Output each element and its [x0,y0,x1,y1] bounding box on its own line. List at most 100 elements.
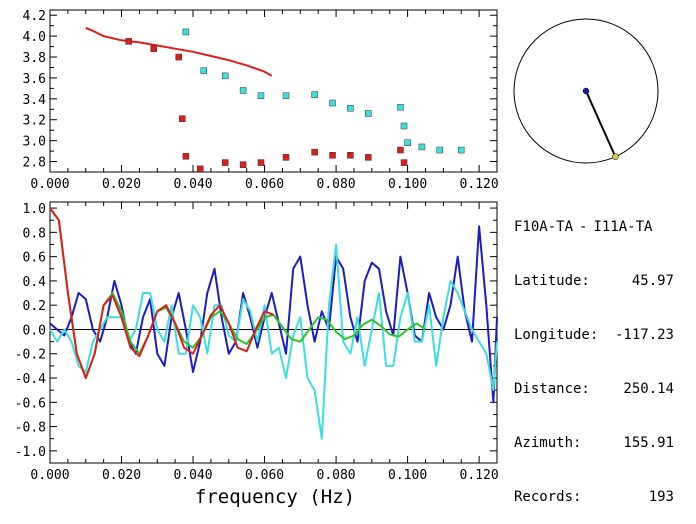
info-label: Distance: [514,381,590,397]
info-row-azimuth: Azimuth: 155.91 [514,434,674,452]
data-point [311,148,318,156]
series-line [49,207,427,379]
data-point [182,28,190,36]
y-tick-label: 2.8 [23,156,46,171]
data-point [365,110,372,117]
azimuth-needle [585,90,617,158]
data-point [239,161,247,168]
dial-tip-dot [612,153,619,160]
data-point [329,152,336,159]
correlation-panel: 0.000 0.020 0.040 0.060 0.080 0.100 0.120 1.0 0.… [15,201,499,483]
info-row-longitude: Longitude: -117.23 [514,326,674,344]
x-tick-label: 0.120 [460,177,499,192]
x-tick-label: 0.060 [245,468,284,483]
info-label: Latitude: [514,273,590,289]
data-point [179,115,186,122]
data-point [457,146,465,154]
data-point [221,72,229,80]
info-value: 193 [648,489,674,505]
y-tick-label: 3.4 [23,93,47,108]
x-tick-label: 0.060 [245,177,284,192]
x-tick-label: 0.080 [317,177,356,192]
series-line [49,243,498,440]
station-a: F10A-TA [514,219,574,235]
x-tick-label: 0.040 [173,177,212,192]
dial-circle [513,18,659,164]
data-point [365,154,372,161]
data-point [347,104,354,112]
info-row-latitude: Latitude: 45.97 [514,272,674,290]
data-point [239,87,247,94]
x-tick-label: 0.080 [317,468,356,483]
y-tick-label: 0.4 [23,275,47,290]
x-tick-label: 0.000 [30,468,69,483]
info-row-records: Records: 193 [514,488,674,506]
x-tick-label: 0.000 [30,177,69,192]
station-pair-title: F10A-TA - I11A-TA [514,218,674,236]
data-point [347,152,354,159]
station-b: I11A-TA [593,219,653,235]
azimuth-dial [513,18,659,164]
info-label: Records: [514,489,582,505]
x-axis-label: frequency (Hz) [195,486,355,508]
station-info-panel: F10A-TA - I11A-TA Latitude: 45.97 Longitu… [514,182,674,524]
x-tick-label: 0.020 [102,468,141,483]
x-tick-label: 0.020 [102,177,141,192]
data-point [257,159,265,166]
data-point [397,103,404,111]
data-point [175,53,182,61]
data-point [182,153,190,160]
y-tick-label: -0.6 [15,396,46,411]
data-point [404,139,411,146]
pair-separator: - [579,219,588,235]
dial-center-dot [582,87,590,95]
data-point [282,154,290,161]
data-point [257,92,265,99]
y-tick-label: 3.0 [23,135,46,150]
plot-frame [49,201,498,464]
y-tick-label: 0.8 [23,226,46,241]
x-tick-label: 0.120 [460,468,499,483]
info-label: Longitude: [514,327,599,343]
y-tick-label: -0.8 [15,421,46,436]
x-tick-label: 0.100 [388,468,427,483]
info-value: 45.97 [631,273,674,289]
y-tick-label: 0.2 [23,299,46,314]
data-point [221,159,229,166]
y-tick-label: 4.0 [23,30,46,45]
data-point [282,92,290,99]
y-tick-label: 3.2 [23,114,46,129]
y-tick-label: -0.2 [15,348,46,363]
y-tick-label: 0.6 [23,251,46,266]
series-line [49,207,274,379]
info-value: 155.91 [623,435,674,451]
x-tick-label: 0.040 [173,468,212,483]
data-point [436,146,444,154]
data-point [397,146,404,154]
x-tick-label: 0.100 [388,177,427,192]
data-point [400,122,408,130]
data-point [418,143,426,151]
y-tick-label: -1.0 [15,445,46,460]
y-tick-label: 4.2 [23,9,46,24]
y-tick-label: -0.4 [15,372,46,387]
info-row-distance: Distance: 250.14 [514,380,674,398]
y-tick-label: 3.8 [23,51,46,66]
data-point [329,99,336,107]
series-line [85,26,273,77]
data-point [400,159,408,166]
data-point [311,91,318,98]
y-tick-label: 3.6 [23,72,46,87]
y-tick-label: 1.0 [23,202,46,217]
data-point [150,45,157,52]
y-tick-label: 0.0 [23,323,46,338]
data-point [196,165,204,173]
info-label: Azimuth: [514,435,582,451]
info-value: 250.14 [623,381,674,397]
dispersion-panel: 0.000 0.020 0.040 0.060 0.080 0.100 0.120 2.8 3.… [23,9,499,192]
data-point [125,38,132,45]
plot-frame [49,9,498,173]
data-point [200,67,208,74]
info-value: -117.23 [614,327,674,343]
